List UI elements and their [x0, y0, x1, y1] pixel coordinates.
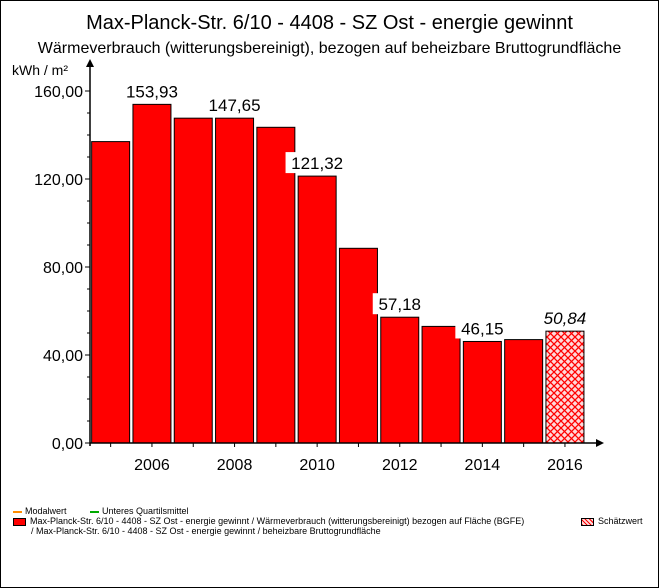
- data-label-bg: [372, 293, 427, 315]
- y-axis-label: kWh / m²: [12, 62, 68, 78]
- data-label-bg: [455, 317, 510, 339]
- y-tick-label: 80,00: [43, 260, 83, 277]
- x-tick-label: 2016: [547, 457, 583, 474]
- x-axis-arrow: [596, 439, 604, 447]
- legend-item-consumption-cont: / Max-Planck-Str. 6/10 - 4408 - SZ Ost -…: [31, 526, 381, 536]
- bar-2005: [91, 141, 131, 444]
- data-label-2016: 50,84: [544, 309, 587, 328]
- data-label-bg: [202, 94, 267, 116]
- legend-label-estimate: Schätzwert: [598, 516, 643, 526]
- legend-swatch-quartil: [90, 510, 99, 513]
- data-label-2014: 46,15: [461, 319, 504, 338]
- bar-2009: [256, 126, 296, 444]
- plot-area: 0,00 40,00 80,00 120,00 160,00 2006 2008 2010 20…: [34, 59, 604, 474]
- chart-subtitle: Wärmeverbrauch (witterungsbereinigt), be…: [37, 40, 622, 57]
- data-label-bg: [537, 307, 592, 329]
- x-tick-label: 2014: [465, 457, 501, 474]
- x-tick-label: 2008: [217, 457, 253, 474]
- data-label-2008: 147,65: [209, 96, 261, 115]
- bar-2007: [173, 117, 213, 444]
- y-tick-label: 160,00: [34, 84, 83, 101]
- chart-title: Max-Planck-Str. 6/10 - 4408 - SZ Ost - e…: [86, 12, 573, 34]
- legend-label-modalwert: Modalwert: [25, 506, 67, 516]
- bar-2015: [504, 339, 544, 444]
- y-tick-label: 120,00: [34, 172, 83, 189]
- x-tick-label: 2010: [299, 457, 335, 474]
- bar-2006: [132, 103, 172, 444]
- bar-2014: [462, 340, 502, 444]
- legend-swatch-estimate: [581, 517, 594, 526]
- y-tick-label: 0,00: [52, 436, 83, 453]
- bar-2012: [380, 316, 420, 444]
- data-label-bg: [285, 152, 349, 174]
- y-axis-arrow: [86, 59, 94, 67]
- legend-swatch-consumption: [13, 517, 26, 526]
- legend-label-quartil: Unteres Quartilsmittel: [102, 506, 189, 516]
- legend-label-consumption-line1: Max-Planck-Str. 6/10 - 4408 - SZ Ost - e…: [30, 516, 525, 526]
- estimate-bar-2016: [545, 330, 585, 444]
- legend-item-consumption: Max-Planck-Str. 6/10 - 4408 - SZ Ost - e…: [13, 516, 524, 526]
- legend-swatch-modalwert: [13, 510, 22, 513]
- data-label-2012: 57,18: [378, 295, 421, 314]
- bar-2008: [215, 117, 255, 444]
- bar-2010: [297, 175, 337, 444]
- x-tick-label: 2012: [382, 457, 418, 474]
- data-label-2010: 121,32: [291, 154, 343, 173]
- legend-item-quartil: Unteres Quartilsmittel: [90, 506, 189, 516]
- legend-item-modalwert: Modalwert: [13, 506, 67, 516]
- bar-2013: [421, 325, 461, 444]
- y-tick-label: 40,00: [43, 348, 83, 365]
- legend-item-estimate: Schätzwert: [581, 516, 643, 526]
- data-label-2006: 153,93: [126, 82, 178, 101]
- legend-label-consumption-line2: / Max-Planck-Str. 6/10 - 4408 - SZ Ost -…: [31, 526, 381, 536]
- data-label-bg: [120, 80, 184, 102]
- bar-2011: [338, 247, 378, 444]
- x-tick-label: 2006: [134, 457, 170, 474]
